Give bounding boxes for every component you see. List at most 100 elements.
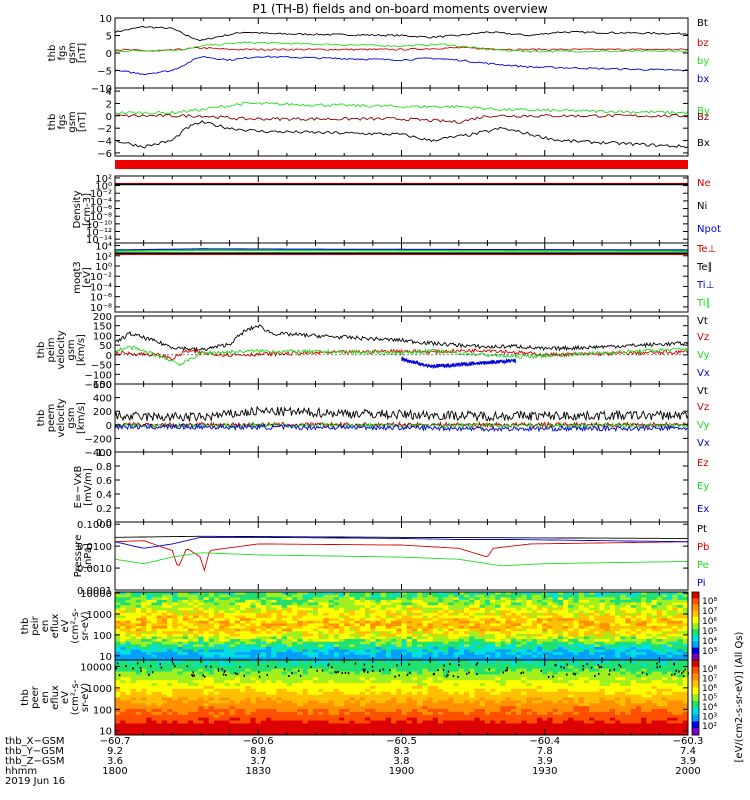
heatmap-cell xyxy=(198,671,205,675)
heatmap-cell xyxy=(307,723,314,727)
heatmap-cell xyxy=(635,626,642,630)
heatmap-cell xyxy=(406,592,413,596)
heatmap-cell xyxy=(349,703,356,707)
heatmap-cell xyxy=(396,726,402,730)
heatmap-cell xyxy=(250,697,257,701)
heatmap-cell xyxy=(172,700,179,704)
heatmap-cell xyxy=(422,594,429,598)
heatmap-cell xyxy=(354,644,361,648)
heatmap-cell xyxy=(234,626,241,630)
heatmap-cell xyxy=(219,610,225,614)
heatmap-cell xyxy=(651,646,658,651)
heatmap-cell xyxy=(161,631,168,635)
heatmap-cell xyxy=(401,626,408,630)
heatmap-cell xyxy=(641,649,647,653)
heatmap-cell xyxy=(266,607,272,611)
heatmap-cell xyxy=(135,649,142,653)
y-axis-label: gsm xyxy=(67,42,78,63)
heatmap-cell xyxy=(359,594,366,598)
heatmap-cell xyxy=(365,612,371,617)
heatmap-cell xyxy=(307,599,314,603)
heatmap-cell xyxy=(323,649,330,653)
heatmap-cell xyxy=(135,691,142,696)
heatmap-cell xyxy=(276,668,283,673)
heatmap-cell xyxy=(349,657,356,661)
heatmap-cell xyxy=(589,615,595,619)
heatmap-cell xyxy=(193,726,199,730)
heatmap-cell xyxy=(672,605,679,609)
heatmap-cell xyxy=(198,599,205,603)
heatmap-cell xyxy=(443,631,449,635)
heatmap-cell xyxy=(635,623,642,627)
heatmap-cell xyxy=(260,688,267,693)
heatmap-cell xyxy=(359,657,366,661)
heatmap-cell xyxy=(177,610,184,614)
heatmap-cell xyxy=(307,623,314,627)
heatmap-cell xyxy=(641,652,647,656)
heatmap-cell xyxy=(562,615,569,619)
heatmap-cell xyxy=(141,694,147,698)
heatmap-cell xyxy=(172,633,179,637)
heatmap-cell xyxy=(234,680,241,684)
heatmap-cell xyxy=(609,612,616,617)
heatmap-cell xyxy=(135,626,142,630)
y-tick-label: 10⁰ xyxy=(95,182,112,193)
heatmap-cell xyxy=(338,602,345,606)
heatmap-cell xyxy=(417,641,423,645)
heatmap-cell xyxy=(333,636,340,640)
heatmap-cell xyxy=(276,674,283,678)
heatmap-cell xyxy=(312,685,319,690)
heatmap-cell xyxy=(135,700,142,704)
heatmap-cell xyxy=(578,628,585,632)
heatmap-cell xyxy=(484,631,491,635)
heatmap-cell xyxy=(385,620,392,624)
heatmap-cell xyxy=(615,631,621,635)
heatmap-cell xyxy=(531,641,538,645)
heatmap-cell xyxy=(453,597,460,601)
heatmap-cell xyxy=(396,717,402,722)
heatmap-cell xyxy=(135,623,142,627)
heatmap-cell xyxy=(193,660,199,664)
y-axis-label: eflux xyxy=(50,614,61,639)
heatmap-cell xyxy=(646,599,653,603)
heatmap-cell xyxy=(526,594,533,598)
heatmap-cell xyxy=(646,623,653,627)
heatmap-cell xyxy=(406,703,413,707)
heatmap-cell xyxy=(250,726,257,730)
heatmap-cell xyxy=(312,680,319,684)
heatmap-cell xyxy=(620,652,626,656)
heatmap-cell xyxy=(354,633,361,637)
heatmap-cell xyxy=(219,732,225,736)
y-tick-label: 10⁻¹² xyxy=(86,228,112,239)
heatmap-cell xyxy=(641,626,647,630)
heatmap-cell xyxy=(182,615,189,619)
heatmap-cell xyxy=(182,703,189,707)
heatmap-cell xyxy=(338,680,345,684)
heatmap-cell xyxy=(656,636,663,640)
heatmap-cell xyxy=(125,706,132,710)
heatmap-cell xyxy=(224,694,231,698)
heatmap-cell xyxy=(234,697,241,701)
heatmap-cell xyxy=(250,685,257,690)
heatmap-cell xyxy=(229,729,236,733)
heatmap-cell xyxy=(385,668,392,673)
heatmap-cell xyxy=(203,694,210,698)
heatmap-cell xyxy=(385,599,392,603)
heatmap-cell xyxy=(266,628,272,632)
heatmap-cell xyxy=(208,706,215,710)
heatmap-cell xyxy=(469,652,475,656)
heatmap-cell xyxy=(661,636,668,640)
heatmap-cell xyxy=(557,602,564,606)
heatmap-cell xyxy=(182,639,189,643)
heatmap-cell xyxy=(495,646,501,651)
heatmap-cell xyxy=(130,709,137,713)
heatmap-cell xyxy=(266,717,272,722)
heatmap-cell xyxy=(281,628,288,632)
heatmap-cell xyxy=(156,685,163,690)
heatmap-cell xyxy=(255,602,262,606)
heatmap-cell xyxy=(328,680,335,684)
heatmap-cell xyxy=(234,723,241,727)
heatmap-cell xyxy=(219,703,225,707)
heatmap-cell xyxy=(391,597,397,601)
